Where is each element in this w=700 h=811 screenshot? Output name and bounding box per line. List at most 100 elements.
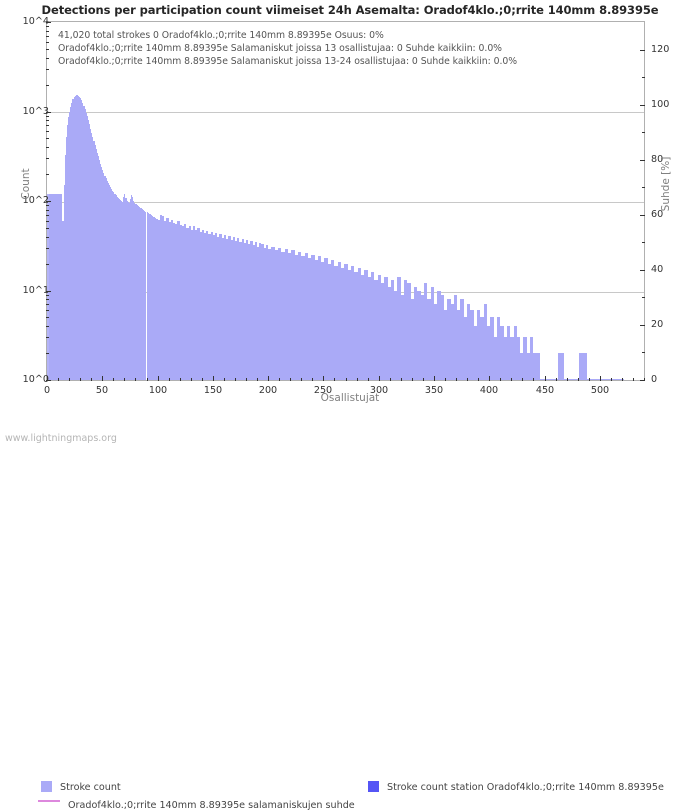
histogram-bar [113,192,115,380]
histogram-bar [90,128,92,380]
histogram-bar [156,218,158,380]
histogram-bar [467,304,471,380]
y2-tick-minor [642,352,645,353]
histogram-bar [246,239,249,380]
y-tick-minor [46,299,49,300]
histogram-bar [175,224,178,380]
x-tick-label: 350 [424,385,444,396]
y2-tick-label: 80 [651,154,664,165]
histogram-bar [453,294,458,380]
histogram-bar [370,272,375,380]
histogram-bar [433,304,438,380]
histogram-bar [291,250,295,380]
histogram-bar [138,206,140,380]
histogram-bar [257,246,260,380]
legend-label-stroke-count: Stroke count [60,782,121,793]
histogram-bar [540,379,544,380]
histogram-bar [327,263,332,380]
y-tick-minor [46,248,49,249]
x-tick-label: 400 [479,385,499,396]
histogram-bar [523,337,527,380]
x-tick-label: 450 [535,385,555,396]
histogram-bar [195,230,198,380]
histogram-bar [254,241,258,380]
histogram-bar [314,259,318,380]
x-tick-minor [390,378,391,381]
histogram-bar [199,232,202,380]
y-tick-minor [46,215,49,216]
histogram-bar [321,261,325,380]
histogram-bar [148,213,150,380]
x-tick-major [545,376,546,381]
histogram-bar [94,145,96,380]
histogram-bar [140,208,143,380]
x-tick-label: 150 [203,385,223,396]
histogram-bar [564,379,573,380]
y-tick-major [46,380,51,381]
histogram-bar [164,220,167,380]
histogram-bar [64,154,66,380]
y2-tick-major [640,270,645,271]
histogram-bar [237,237,240,380]
histogram-bar [354,272,358,380]
histogram-bar [234,240,238,380]
histogram-bar [526,353,531,380]
histogram-bar [274,250,279,380]
histogram-bar [184,223,187,380]
x-tick-minor [412,378,413,381]
histogram-bar [117,198,119,380]
histogram-bar [129,199,131,380]
histogram-bar [68,117,70,380]
histogram-bar [155,218,157,380]
histogram-bar [66,125,68,380]
x-tick-minor [346,378,347,381]
x-tick-major [47,376,48,381]
histogram-bar [91,132,93,380]
x-tick-minor [334,378,335,381]
histogram-bar [622,379,625,380]
histogram-bar [137,205,139,380]
histogram-bar [110,187,112,380]
histogram-bar [304,253,308,380]
histogram-bar [536,353,541,380]
histogram-bar [102,170,104,380]
x-tick-major [600,376,601,381]
histogram-bar [557,353,565,380]
x-tick-minor [58,378,59,381]
histogram-bar [212,234,216,380]
histogram-bar [473,326,478,380]
histogram-bar [377,274,381,380]
x-tick-minor [202,378,203,381]
x-tick-minor [80,378,81,381]
legend-label-ratio: Oradof4klo.;0;rrite 140mm 8.89395e salam… [68,800,355,811]
histogram-bar [127,201,129,380]
histogram-bar [265,245,269,380]
y2-tick-label: 20 [651,319,664,330]
histogram-bar [457,310,461,380]
legend-swatch-stroke-count [41,781,52,792]
y-tick-minor [46,158,49,159]
histogram-bar [600,379,609,380]
histogram-bar [168,222,171,380]
y-tick-minor [46,31,49,32]
gridline-1e3 [47,112,644,113]
histogram-bar [530,337,534,380]
y-tick-minor [46,353,49,354]
histogram-bar [76,94,78,380]
y-tick-minor [46,264,49,265]
histogram-bar [487,326,491,380]
histogram-bar [374,280,378,380]
x-tick-minor [257,378,258,381]
histogram-bar [101,166,103,380]
histogram-bar [145,211,147,380]
histogram-bar [311,254,315,380]
histogram-bar [79,97,81,380]
y2-tick-label: 0 [651,374,658,385]
histogram-bar [119,200,122,380]
histogram-bar [62,220,64,380]
histogram-bar [317,256,322,380]
chart-container: Detections per participation count viime… [5,3,672,811]
histogram-bar [463,317,468,380]
y-tick-minor [46,337,49,338]
histogram-bar [437,290,441,380]
